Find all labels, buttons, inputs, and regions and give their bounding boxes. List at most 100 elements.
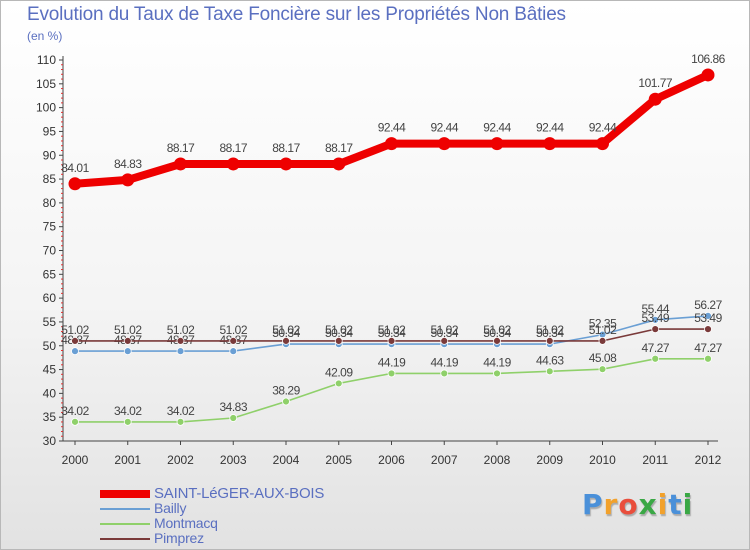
data-point bbox=[279, 157, 293, 171]
legend-label: SAINT-LéGER-AUX-BOIS bbox=[154, 485, 325, 502]
legend-swatch bbox=[100, 537, 150, 540]
x-tick-label: 2003 bbox=[220, 453, 247, 467]
data-point bbox=[71, 347, 79, 356]
y-tick-label: 60 bbox=[43, 291, 57, 305]
y-tick-label: 90 bbox=[43, 148, 57, 162]
data-label: 50.34 bbox=[536, 326, 564, 340]
data-point bbox=[121, 173, 135, 187]
data-label: 51.02 bbox=[61, 323, 89, 337]
data-label: 51.02 bbox=[325, 323, 353, 337]
data-label: 34.02 bbox=[114, 404, 142, 418]
x-tick-label: 2010 bbox=[589, 453, 616, 467]
x-tick-label: 2004 bbox=[273, 453, 300, 467]
data-point bbox=[229, 347, 238, 356]
data-point bbox=[123, 417, 132, 426]
legend-item: Montmacq bbox=[100, 516, 360, 531]
data-point bbox=[543, 137, 557, 151]
data-point bbox=[651, 354, 660, 363]
data-label: 56.27 bbox=[694, 298, 722, 312]
proxiti-logo: Proxiti bbox=[582, 488, 694, 521]
y-tick-label: 55 bbox=[43, 315, 57, 329]
data-point bbox=[701, 68, 715, 82]
y-tick-label: 50 bbox=[43, 339, 57, 353]
data-point bbox=[596, 137, 609, 151]
unit-label: (en %) bbox=[27, 29, 63, 43]
data-point bbox=[651, 315, 660, 324]
data-point bbox=[704, 354, 712, 363]
data-point bbox=[598, 365, 607, 374]
data-point bbox=[71, 336, 79, 345]
legend-swatch bbox=[100, 507, 150, 510]
data-point bbox=[440, 369, 449, 378]
legend-swatch bbox=[100, 489, 150, 498]
data-label: 55.44 bbox=[641, 302, 669, 316]
x-tick-label: 2011 bbox=[642, 453, 668, 467]
data-point bbox=[651, 325, 660, 334]
data-label: 44.19 bbox=[430, 355, 458, 369]
data-label: 101.77 bbox=[638, 76, 673, 90]
data-point bbox=[490, 137, 504, 151]
y-tick-label: 75 bbox=[43, 220, 57, 234]
data-label: 45.08 bbox=[589, 351, 617, 365]
data-label: 52.35 bbox=[589, 317, 617, 331]
data-label: 50.34 bbox=[483, 326, 511, 340]
data-label: 106.86 bbox=[691, 52, 726, 66]
y-tick-label: 40 bbox=[43, 386, 57, 400]
data-label: 92.44 bbox=[378, 121, 406, 135]
data-label: 34.83 bbox=[219, 400, 247, 414]
data-label: 38.29 bbox=[272, 384, 300, 398]
data-point bbox=[387, 369, 396, 378]
data-label: 84.83 bbox=[114, 157, 142, 171]
data-label: 51.02 bbox=[378, 323, 406, 337]
data-label: 44.19 bbox=[483, 355, 511, 369]
y-tick-label: 95 bbox=[43, 124, 57, 138]
data-point bbox=[545, 336, 554, 345]
chart-title: Evolution du Taux de Taxe Foncière sur l… bbox=[27, 4, 566, 25]
data-point bbox=[282, 336, 290, 345]
y-tick-label: 80 bbox=[43, 196, 57, 210]
legend-item: Pimprez bbox=[100, 531, 360, 546]
y-tick-label: 35 bbox=[43, 410, 57, 424]
chart-legend: SAINT-LéGER-AUX-BOIS Bailly Montmacq Pimpre… bbox=[100, 486, 360, 546]
data-label: 51.02 bbox=[483, 323, 511, 337]
legend-label: Bailly bbox=[154, 500, 187, 516]
data-point bbox=[545, 367, 554, 376]
data-point bbox=[174, 157, 187, 171]
data-label: 42.09 bbox=[325, 365, 353, 379]
y-tick-label: 110 bbox=[37, 53, 56, 67]
data-label: 50.34 bbox=[378, 326, 406, 340]
data-label: 34.02 bbox=[61, 404, 89, 418]
data-point bbox=[440, 336, 449, 345]
data-point bbox=[387, 336, 396, 345]
legend-swatch bbox=[100, 522, 150, 525]
data-point bbox=[334, 336, 343, 345]
x-tick-label: 2008 bbox=[484, 453, 511, 467]
data-point bbox=[704, 325, 712, 334]
data-point bbox=[176, 347, 185, 356]
data-label: 88.17 bbox=[219, 141, 247, 155]
data-point bbox=[229, 336, 238, 345]
data-label: 50.34 bbox=[430, 326, 458, 340]
data-label: 88.17 bbox=[272, 141, 300, 155]
x-tick-label: 2005 bbox=[325, 453, 352, 467]
data-point bbox=[282, 397, 290, 406]
data-label: 51.02 bbox=[114, 323, 142, 337]
data-point bbox=[176, 336, 185, 345]
data-point bbox=[493, 336, 501, 345]
data-point bbox=[704, 311, 712, 320]
x-tick-label: 2007 bbox=[431, 453, 458, 467]
data-label: 88.17 bbox=[325, 141, 353, 155]
data-point bbox=[332, 157, 346, 171]
data-label: 47.27 bbox=[641, 341, 669, 355]
data-point bbox=[334, 379, 343, 388]
data-point bbox=[229, 414, 238, 422]
data-label: 84.01 bbox=[61, 161, 89, 175]
x-tick-label: 2009 bbox=[536, 453, 563, 467]
y-tick-label: 70 bbox=[43, 244, 57, 258]
x-tick-label: 2000 bbox=[62, 453, 89, 467]
y-tick-label: 30 bbox=[43, 434, 57, 448]
data-label: 51.02 bbox=[430, 323, 458, 337]
data-point bbox=[71, 417, 79, 426]
y-tick-label: 65 bbox=[43, 267, 57, 281]
